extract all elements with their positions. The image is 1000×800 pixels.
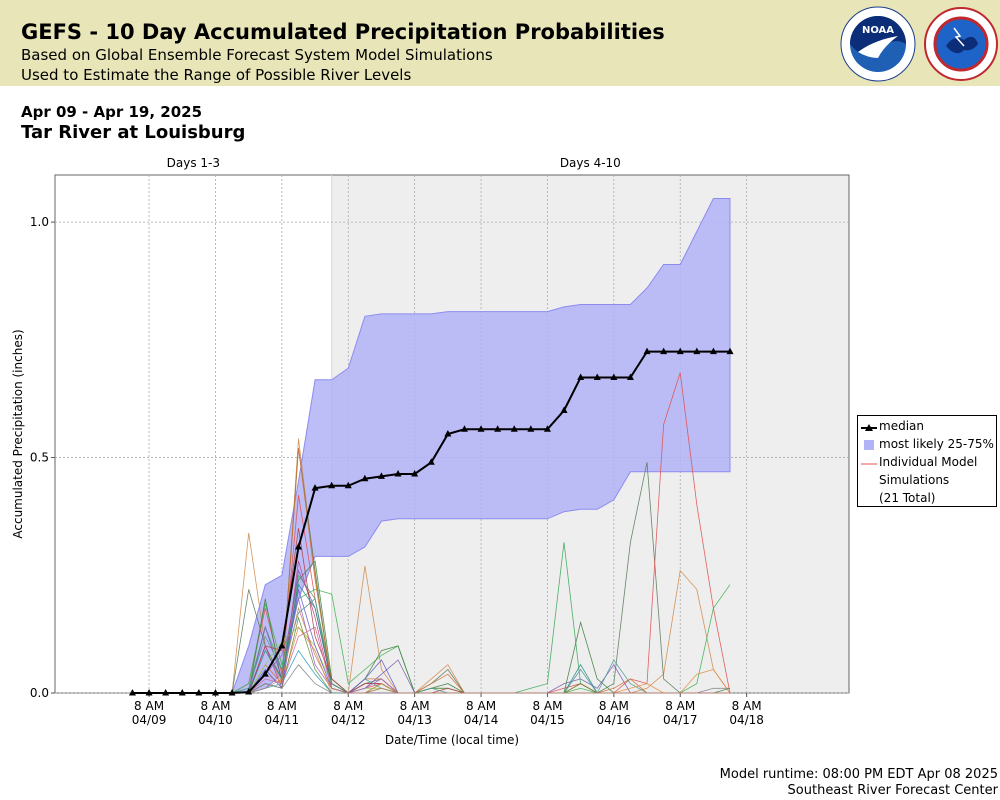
- median-point: [245, 688, 253, 695]
- x-tick-time-label: 8 AM: [333, 699, 363, 713]
- median-point: [361, 474, 369, 482]
- x-tick-time-label: 8 AM: [532, 699, 562, 713]
- median-point: [593, 373, 601, 380]
- median-point: [128, 689, 136, 696]
- median-point: [560, 406, 568, 413]
- noaa-logo[interactable]: NOAA: [838, 6, 918, 82]
- median-point: [626, 373, 634, 380]
- subtitle-line-2: Used to Estimate the Range of Possible R…: [21, 66, 412, 84]
- page-title: GEFS - 10 Day Accumulated Precipitation …: [21, 20, 665, 44]
- member-line-icon: [861, 463, 877, 465]
- median-point: [676, 347, 684, 355]
- x-tick-time-label: 8 AM: [466, 699, 496, 713]
- median-point: [543, 425, 551, 432]
- median-point: [660, 347, 668, 355]
- y-axis-label: Accumulated Precipitation (inches): [11, 329, 25, 538]
- median-point: [211, 689, 219, 696]
- nws-logo[interactable]: [924, 6, 998, 82]
- y-tick-label: 0.0: [30, 686, 49, 700]
- x-tick-date-label: 04/16: [597, 713, 632, 727]
- legend-item-members: Individual Model Simulations (21 Total): [858, 455, 996, 505]
- x-tick-time-label: 8 AM: [665, 699, 695, 713]
- median-point: [278, 641, 286, 649]
- x-tick-date-label: 04/13: [397, 713, 432, 727]
- y-tick-label: 0.5: [30, 451, 49, 465]
- x-tick-date-label: 04/18: [729, 713, 764, 727]
- x-axis-label: Date/Time (local time): [385, 733, 519, 747]
- median-point: [494, 425, 502, 432]
- median-point: [311, 484, 319, 491]
- x-tick-date-label: 04/17: [663, 713, 698, 727]
- period-label-days-4-10: Days 4-10: [560, 156, 621, 170]
- median-point: [228, 689, 236, 696]
- median-point: [328, 481, 336, 489]
- median-point: [344, 481, 352, 489]
- median-point: [294, 543, 302, 550]
- median-point: [145, 689, 153, 696]
- station-name: Tar River at Louisburg: [21, 122, 246, 143]
- x-tick-date-label: 04/09: [132, 713, 167, 727]
- x-tick-time-label: 8 AM: [267, 699, 297, 713]
- x-tick-date-label: 04/11: [265, 713, 300, 727]
- median-point: [510, 425, 518, 432]
- median-point: [527, 425, 535, 432]
- median-point: [377, 472, 385, 479]
- x-tick-date-label: 04/10: [198, 713, 233, 727]
- median-point: [726, 347, 734, 355]
- median-point: [693, 347, 701, 355]
- x-tick-date-label: 04/15: [530, 713, 565, 727]
- forecast-center: Southeast River Forecast Center: [787, 783, 998, 798]
- legend: median most likely 25-75% Individual Mod…: [857, 415, 997, 507]
- x-tick-time-label: 8 AM: [134, 699, 164, 713]
- band-swatch-icon: [864, 440, 874, 450]
- x-tick-time-label: 8 AM: [400, 699, 430, 713]
- median-point: [195, 689, 203, 696]
- median-point: [643, 347, 651, 355]
- svg-text:NOAA: NOAA: [862, 25, 894, 36]
- median-point: [427, 458, 435, 465]
- x-tick-date-label: 04/12: [331, 713, 366, 727]
- median-point: [411, 470, 419, 477]
- median-point: [162, 689, 170, 696]
- median-point: [394, 470, 402, 477]
- median-point: [709, 347, 717, 355]
- y-tick-label: 1.0: [30, 215, 49, 229]
- median-point: [610, 373, 618, 380]
- median-point: [178, 689, 186, 696]
- subtitle-line-1: Based on Global Ensemble Forecast System…: [21, 46, 493, 64]
- date-range: Apr 09 - Apr 19, 2025: [21, 103, 203, 121]
- median-point: [477, 425, 485, 432]
- x-tick-time-label: 8 AM: [200, 699, 230, 713]
- period-label-days-1-3: Days 1-3: [167, 156, 220, 170]
- header-banner: GEFS - 10 Day Accumulated Precipitation …: [0, 0, 1000, 86]
- median-point: [460, 425, 468, 432]
- median-point: [261, 670, 269, 677]
- x-tick-time-label: 8 AM: [599, 699, 629, 713]
- median-point: [577, 373, 585, 380]
- median-marker-icon: [861, 424, 877, 431]
- median-point: [444, 430, 452, 437]
- model-runtime: Model runtime: 08:00 PM EDT Apr 08 2025: [719, 767, 998, 782]
- x-tick-time-label: 8 AM: [732, 699, 762, 713]
- band-25-75: [132, 198, 731, 694]
- x-tick-date-label: 04/14: [464, 713, 499, 727]
